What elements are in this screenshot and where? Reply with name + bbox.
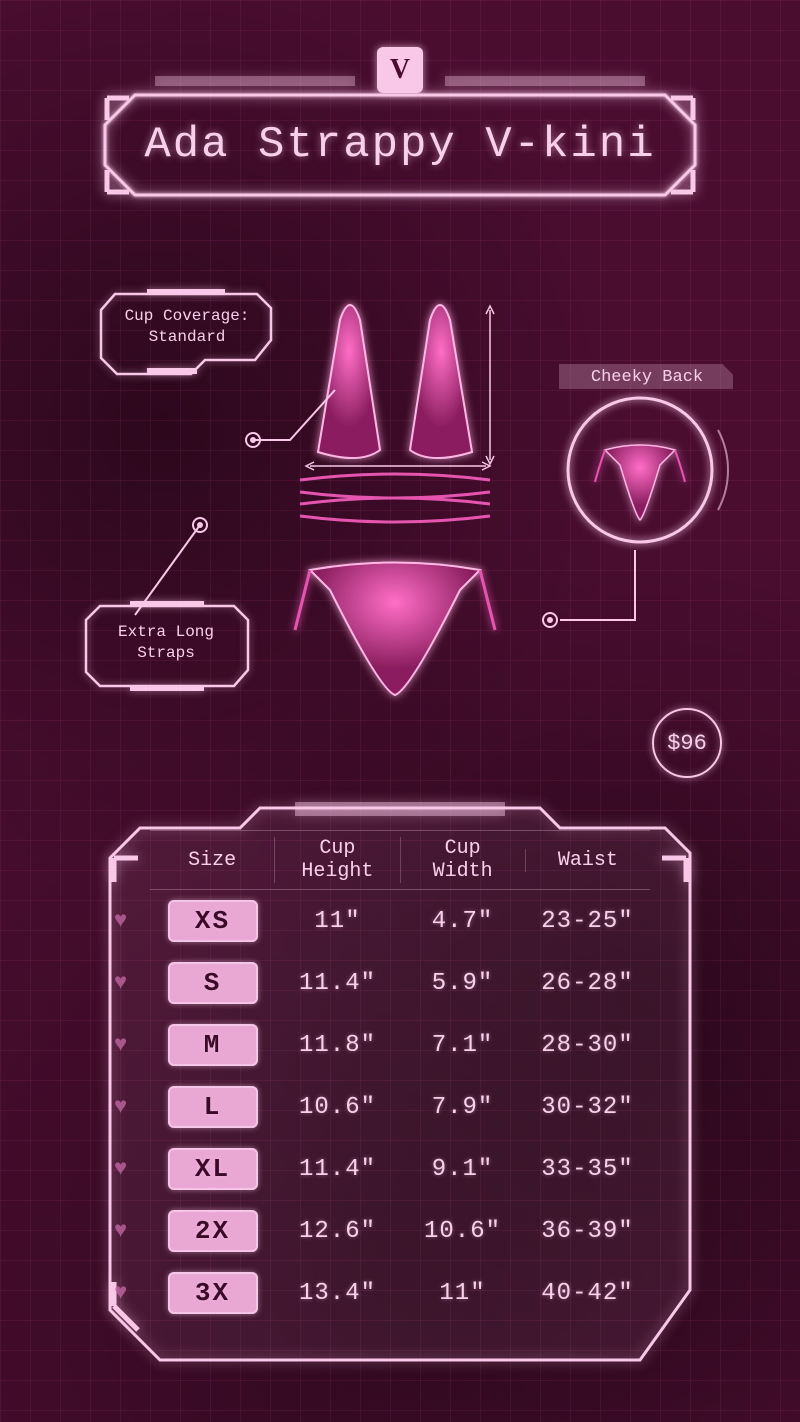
table-header: Size CupHeight CupWidth Waist [150, 830, 650, 890]
cell-size: M [150, 1024, 275, 1066]
cell-cup-height: 11.8" [275, 1032, 400, 1059]
cell-waist: 30-32" [525, 1094, 650, 1121]
size-box: S [168, 962, 258, 1004]
cell-cup-width: 7.9" [400, 1094, 525, 1121]
callout-extra-long: Extra Long Straps [96, 622, 236, 664]
heart-icon: ♥ [114, 1095, 127, 1120]
cell-waist: 28-30" [525, 1032, 650, 1059]
col-size: Size [150, 849, 274, 872]
heart-icon: ♥ [114, 971, 127, 996]
cell-size: L [150, 1086, 275, 1128]
cell-size: 3X [150, 1272, 275, 1314]
table-row: ♥ 2X 12.6" 10.6" 36-39" [150, 1200, 650, 1262]
col-cup-width: CupWidth [400, 837, 525, 883]
cell-size: XL [150, 1148, 275, 1190]
table-row: ♥ XL 11.4" 9.1" 33-35" [150, 1138, 650, 1200]
heart-icon: ♥ [114, 1219, 127, 1244]
cell-cup-height: 10.6" [275, 1094, 400, 1121]
cell-cup-width: 4.7" [400, 908, 525, 935]
size-table-panel: Size CupHeight CupWidth Waist ♥ XS 11" 4… [100, 800, 700, 1370]
cell-size: S [150, 962, 275, 1004]
size-box: XL [168, 1148, 258, 1190]
cell-size: XS [150, 900, 275, 942]
callout-extra-long-line2: Straps [137, 644, 195, 662]
table-row: ♥ L 10.6" 7.9" 30-32" [150, 1076, 650, 1138]
heart-icon: ♥ [114, 1281, 127, 1306]
size-box: 2X [168, 1210, 258, 1252]
cell-cup-height: 11.4" [275, 970, 400, 997]
cell-cup-width: 5.9" [400, 970, 525, 997]
size-table: Size CupHeight CupWidth Waist ♥ XS 11" 4… [150, 830, 650, 1324]
callout-cup-coverage-line2: Standard [149, 328, 226, 346]
cell-cup-height: 11" [275, 908, 400, 935]
cell-size: 2X [150, 1210, 275, 1252]
title-frame: Ada Strappy V-kini [95, 70, 705, 220]
cell-cup-height: 12.6" [275, 1218, 400, 1245]
heart-icon: ♥ [114, 909, 127, 934]
cell-cup-width: 10.6" [400, 1218, 525, 1245]
product-title: Ada Strappy V-kini [144, 120, 655, 170]
cell-cup-width: 9.1" [400, 1156, 525, 1183]
heart-icon: ♥ [114, 1033, 127, 1058]
callout-extra-long-line1: Extra Long [118, 623, 214, 641]
cell-waist: 40-42" [525, 1280, 650, 1307]
cell-waist: 23-25" [525, 908, 650, 935]
cell-cup-width: 11" [400, 1280, 525, 1307]
cell-cup-height: 11.4" [275, 1156, 400, 1183]
size-box: XS [168, 900, 258, 942]
table-row: ♥ M 11.8" 7.1" 28-30" [150, 1014, 650, 1076]
callout-cup-coverage-line1: Cup Coverage: [125, 307, 250, 325]
size-box: L [168, 1086, 258, 1128]
cell-cup-height: 13.4" [275, 1280, 400, 1307]
col-size-label: Size [188, 849, 236, 872]
table-row: ♥ 3X 13.4" 11" 40-42" [150, 1262, 650, 1324]
table-row: ♥ S 11.4" 5.9" 26-28" [150, 952, 650, 1014]
size-box: 3X [168, 1272, 258, 1314]
product-diagram: Cup Coverage: Standard Extra Long Straps… [0, 270, 800, 710]
cell-waist: 36-39" [525, 1218, 650, 1245]
size-box: M [168, 1024, 258, 1066]
col-waist-label: Waist [558, 849, 618, 872]
cell-cup-width: 7.1" [400, 1032, 525, 1059]
callout-cup-coverage: Cup Coverage: Standard [113, 306, 261, 348]
heart-icon: ♥ [114, 1157, 127, 1182]
price-badge: $96 [652, 708, 722, 778]
cell-waist: 26-28" [525, 970, 650, 997]
callout-cheeky-back: Cheeky Back [567, 367, 727, 389]
cell-waist: 33-35" [525, 1156, 650, 1183]
col-waist: Waist [525, 849, 650, 872]
col-cup-height: CupHeight [274, 837, 399, 883]
table-row: ♥ XS 11" 4.7" 23-25" [150, 890, 650, 952]
